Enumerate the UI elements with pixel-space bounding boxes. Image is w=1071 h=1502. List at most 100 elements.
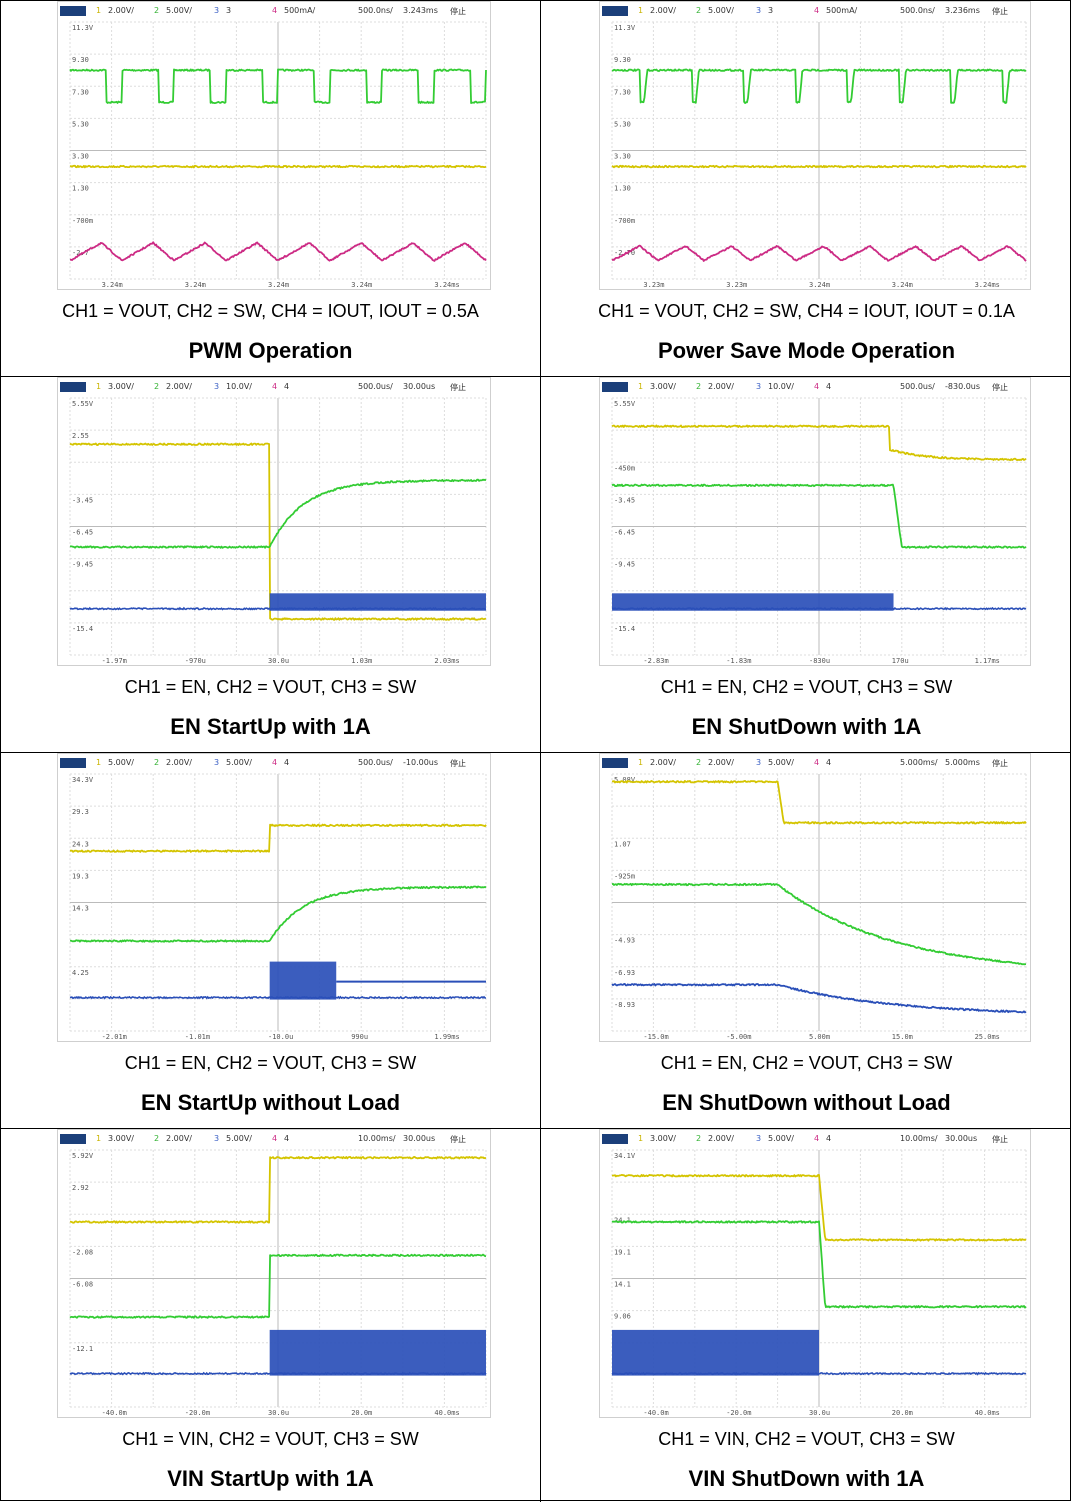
scope-status-bar: 1 2.00V/2 5.00V/3 3 4 500mA/500.0ns/3.236ms 停止 (600, 2, 1030, 20)
y-tick-label: 5.30 (72, 120, 89, 128)
scope-status: 停止 (992, 759, 1008, 768)
x-tick-label: 3.24m (351, 281, 372, 289)
scope-ch1-num: 1 (96, 6, 102, 15)
scope-ch4-scale: 4 (826, 1134, 832, 1143)
scope-ch3-scale: 3 (226, 6, 232, 15)
scope-ch4-num: 4 (814, 382, 820, 391)
scope-ch3-scale: 5.00V/ (768, 758, 794, 767)
waveform-plot: 34.1V 24.1 19.1 14.1 9.06 -40.0m -20.0m 30.0u 20… (611, 1149, 1027, 1417)
x-tick-label: -20.0m (726, 1409, 751, 1417)
channel-caption: CH1 = EN, CH2 = VOUT, CH3 = SW (124, 1053, 417, 1073)
x-tick-label: 3.24m (185, 281, 206, 289)
y-tick-label: 5.08V (614, 776, 636, 784)
x-tick-label: 30.0u (809, 1409, 830, 1417)
channel-caption: CH1 = EN, CH2 = VOUT, CH3 = SW (660, 1053, 953, 1073)
y-tick-label: -700m (72, 217, 93, 225)
scope-logo-icon (60, 1134, 86, 1144)
x-tick-label: -1.01m (185, 1033, 210, 1041)
x-tick-label: -2.83m (643, 657, 668, 665)
scope-ch1-scale: 3.00V/ (650, 382, 676, 391)
scope-ch2-num: 2 (154, 6, 160, 15)
y-tick-label: 9.30 (72, 56, 89, 64)
x-tick-label: 170u (892, 657, 909, 665)
scope-status: 停止 (450, 383, 466, 392)
scope-ch2-num: 2 (696, 1134, 702, 1143)
y-tick-label: -925m (614, 872, 635, 880)
y-tick-label: 29.3 (72, 808, 89, 816)
scope-ch3-scale: 3 (768, 6, 774, 15)
x-tick-label: -20.0m (185, 1409, 210, 1417)
y-tick-label: 1.30 (72, 185, 89, 193)
scope-ch1-scale: 2.00V/ (108, 6, 134, 15)
y-tick-label: 24.3 (72, 840, 89, 848)
scope-ch2-num: 2 (154, 382, 160, 391)
waveform-panel: 1 3.00V/2 2.00V/3 10.0V/4 4 500.0us/30.00us 停止… (1, 377, 541, 753)
waveform-panel: 1 3.00V/2 2.00V/3 5.00V/4 4 10.00ms/30.00us 停止… (1, 1129, 541, 1502)
x-tick-label: 1.17ms (975, 657, 1000, 665)
scope-ch4-scale: 4 (284, 382, 290, 391)
y-tick-label: -8.93 (614, 1001, 635, 1009)
y-tick-label: -6.93 (614, 969, 635, 977)
x-tick-label: -40.0m (643, 1409, 668, 1417)
oscilloscope-screenshot: 1 5.00V/2 2.00V/3 5.00V/4 4 500.0us/ -10.00us 停… (57, 753, 491, 1042)
scope-ch1-scale: 2.00V/ (650, 6, 676, 15)
scope-status-bar: 1 5.00V/2 2.00V/3 5.00V/4 4 500.0us/ -10.00us 停… (58, 754, 490, 772)
y-tick-label: 2.92 (72, 1184, 89, 1192)
waveform-plot: 11.3V 9.30 7.30 5.30 3.30 1.30 -700m -2.7 3.24m 3… (69, 21, 487, 289)
trace-ch1 (611, 164, 1027, 169)
scope-status-bar: 1 3.00V/2 2.00V/3 10.0V/4 4 500.0us/ -830.0us 停… (600, 378, 1030, 396)
x-tick-label: -2.01m (102, 1033, 127, 1041)
y-tick-label: -4.93 (614, 937, 635, 945)
y-tick-label: 3.30 (614, 153, 631, 161)
scope-ch3-scale: 5.00V/ (768, 1134, 794, 1143)
scope-logo-icon (602, 6, 628, 16)
scope-ch2-num: 2 (696, 6, 702, 15)
scope-ch1-scale: 3.00V/ (650, 1134, 676, 1143)
y-tick-label: 3.30 (72, 153, 89, 161)
trace-ch1 (69, 442, 487, 621)
scope-status: 停止 (450, 7, 466, 16)
switching-burst-ch3 (612, 593, 894, 611)
y-tick-label: 7.30 (614, 88, 631, 96)
scope-ch1-scale: 3.00V/ (108, 1134, 134, 1143)
scope-ch1-num: 1 (638, 758, 644, 767)
scope-ch2-num: 2 (696, 382, 702, 391)
y-tick-label: 9.06 (614, 1313, 631, 1321)
scope-delay: -10.00us (403, 758, 439, 767)
y-tick-label: 34.3V (72, 776, 94, 784)
x-tick-label: -970u (185, 657, 206, 665)
panel-title: PWM Operation (188, 338, 353, 363)
x-tick-label: 2.03ms (434, 657, 459, 665)
y-tick-label: 34.1V (614, 1152, 636, 1160)
scope-ch2-scale: 2.00V/ (708, 758, 734, 767)
scope-delay: 3.236ms (945, 6, 980, 15)
x-tick-label: 3.24m (102, 281, 123, 289)
trace-ch3 (611, 982, 1027, 1014)
channel-caption: CH1 = EN, CH2 = VOUT, CH3 = SW (124, 677, 417, 697)
scope-ch4-scale: 500mA/ (826, 6, 858, 15)
oscilloscope-screenshot: 1 2.00V/2 5.00V/3 3 4 500mA/500.0ns/3.236ms 停止… (599, 1, 1031, 290)
scope-delay: 30.00us (945, 1134, 978, 1143)
trace-ch2 (611, 1220, 1027, 1309)
scope-logo-icon (602, 1134, 628, 1144)
panel-title: Power Save Mode Operation (657, 338, 956, 363)
scope-timebase: 5.000ms/ (900, 758, 938, 767)
scope-ch2-num: 2 (696, 758, 702, 767)
scope-ch1-num: 1 (96, 758, 102, 767)
x-tick-label: 3.24ms (975, 281, 1000, 289)
y-tick-label: -2.08 (72, 1248, 93, 1256)
trace-ch1 (611, 1173, 1027, 1242)
x-tick-label: -40.0m (102, 1409, 127, 1417)
switching-burst-ch3 (269, 961, 337, 1000)
x-tick-label: 20.0m (351, 1409, 372, 1417)
scope-ch1-scale: 5.00V/ (108, 758, 134, 767)
scope-ch1-scale: 3.00V/ (108, 382, 134, 391)
scope-status-bar: 1 2.00V/2 5.00V/3 3 4 500mA/500.0ns/3.243ms 停止 (58, 2, 490, 20)
x-tick-label: 40.0ms (434, 1409, 459, 1417)
switching-burst-ch3 (612, 1329, 819, 1376)
scope-status: 停止 (992, 7, 1008, 16)
scope-ch2-scale: 2.00V/ (708, 382, 734, 391)
trace-ch1 (611, 779, 1027, 825)
y-tick-label: 4.25 (72, 969, 89, 977)
x-tick-label: 3.24m (809, 281, 830, 289)
